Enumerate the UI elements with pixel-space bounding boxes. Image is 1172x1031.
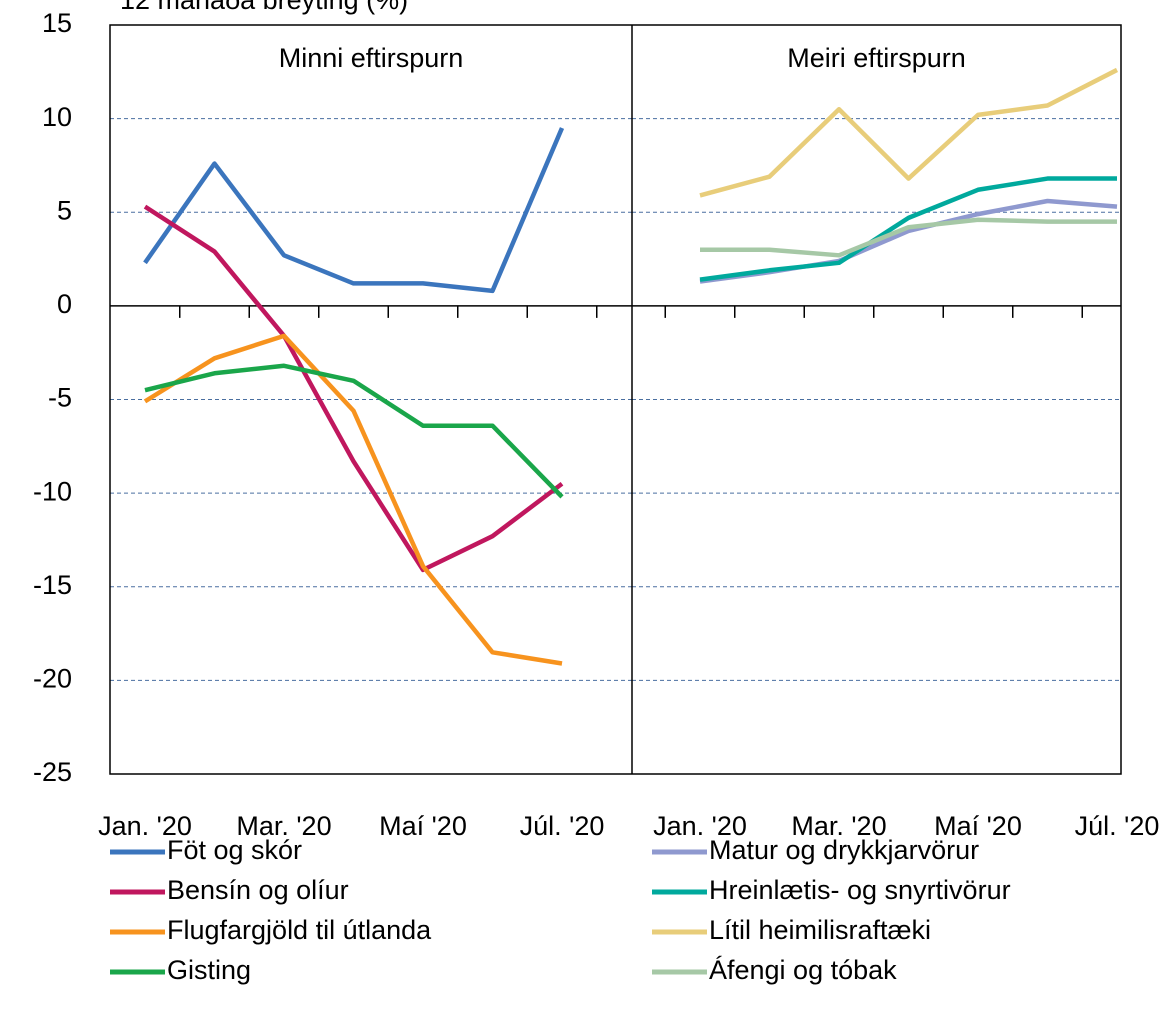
y-tick-label: -10 (33, 476, 72, 506)
legend-label: Áfengi og tóbak (709, 955, 897, 985)
y-tick-label: -5 (48, 383, 72, 413)
panel-title: Meiri eftirspurn (787, 43, 966, 73)
x-tick-label: Jan. '20 (653, 811, 747, 841)
series-line (143, 204, 564, 573)
series-line (144, 363, 564, 499)
series-line (700, 217, 1117, 258)
series-line (143, 127, 565, 294)
plot-frame (109, 24, 1122, 775)
panel-title: Minni eftirspurn (279, 43, 464, 73)
x-tick-label: Jan. '20 (98, 811, 192, 841)
x-tick-label: Maí '20 (379, 811, 467, 841)
y-axis-title: 12 mánaða breyting (%) (120, 0, 408, 15)
y-tick-label: -15 (33, 570, 72, 600)
series-line (699, 176, 1117, 282)
y-tick-label: 0 (57, 289, 72, 319)
legend-label: Flugfargjöld til útlanda (167, 915, 432, 945)
y-tick-label: -20 (33, 664, 72, 694)
legend-label: Matur og drykkjarvörur (709, 835, 979, 865)
x-tick-label: Júl. '20 (1075, 811, 1160, 841)
y-tick-label: 10 (42, 102, 72, 132)
series-line (143, 333, 563, 666)
x-tick-label: Júl. '20 (520, 811, 605, 841)
legend-label: Gisting (167, 955, 251, 985)
x-tick-label: Maí '20 (934, 811, 1022, 841)
x-tick-label: Mar. '20 (236, 811, 331, 841)
y-tick-label: -25 (33, 757, 72, 787)
y-tick-label: 5 (57, 195, 72, 225)
legend-label: Lítil heimilisraftæki (709, 915, 931, 945)
series-line (699, 67, 1119, 198)
x-tick-label: Mar. '20 (791, 811, 886, 841)
legend-label: Hreinlætis- og snyrtivörur (709, 875, 1011, 905)
y-tick-label: 15 (42, 8, 72, 38)
legend-label: Bensín og olíur (167, 875, 349, 905)
legend-label: Föt og skór (167, 835, 302, 865)
